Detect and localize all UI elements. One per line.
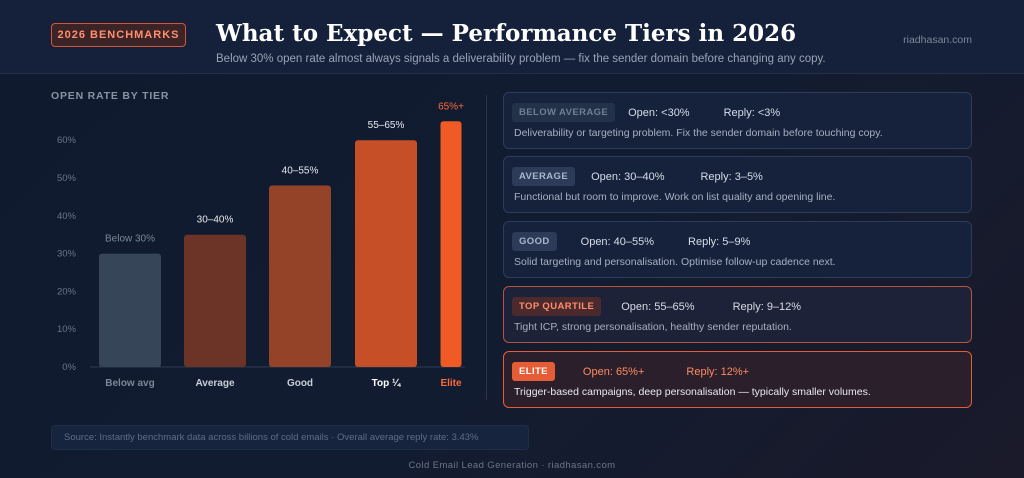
- bar-top-: [355, 140, 417, 367]
- tier-description: Functional but room to improve. Work on …: [514, 191, 836, 203]
- tier-description: Trigger-based campaigns, deep personalis…: [514, 386, 871, 398]
- y-tick-label: 10%: [57, 324, 77, 335]
- bar-data-label: 40–55%: [282, 166, 319, 177]
- y-tick-label: 0%: [62, 362, 76, 373]
- tier-card-top-quartile: TOP QUARTILE Open: 55–65% Reply: 9–12% T…: [503, 286, 972, 343]
- tier-card-average: AVERAGE Open: 30–40% Reply: 3–5% Functio…: [503, 156, 972, 213]
- x-category-label: Below avg: [105, 378, 154, 389]
- tier-chip: AVERAGE: [512, 167, 576, 186]
- y-tick-label: 60%: [57, 135, 77, 146]
- bar-data-label: 65%+: [438, 101, 464, 112]
- benchmarks-badge: 2026 BENCHMARKS: [51, 23, 186, 47]
- vertical-divider: [486, 95, 487, 400]
- tier-card-elite: ELITE Open: 65%+ Reply: 12%+ Trigger-bas…: [503, 351, 972, 408]
- tier-open-rate: Open: 55–65%: [621, 300, 695, 313]
- y-tick-label: 20%: [57, 286, 77, 297]
- site-label: riadhasan.com: [903, 34, 972, 46]
- bar-average: [184, 234, 246, 367]
- page-subtitle: Below 30% open rate almost always signal…: [216, 53, 826, 65]
- tier-open-rate: Open: 40–55%: [580, 235, 655, 248]
- tier-chip: ELITE: [512, 362, 555, 381]
- tier-reply-rate: Reply: 12%+: [686, 365, 750, 378]
- page-title: What to Expect — Performance Tiers in 20…: [216, 20, 797, 47]
- tier-chip: TOP QUARTILE: [512, 297, 602, 316]
- header-bar: 2026 BENCHMARKS What to Expect — Perform…: [0, 0, 1024, 74]
- bar-data-label: 55–65%: [368, 120, 405, 131]
- tier-description: Tight ICP, strong personalisation, healt…: [514, 321, 792, 333]
- open-rate-bar-chart: 0% 10% 20% 30% 40% 50% 60% Below 30% Below avg 30…: [57, 101, 465, 389]
- bar-data-label: 30–40%: [197, 215, 234, 226]
- bar-data-label: Below 30%: [105, 234, 155, 245]
- footer: Cold Email Lead Generation · riadhasan.c…: [408, 460, 616, 471]
- y-tick-label: 50%: [57, 173, 77, 184]
- tier-reply-rate: Reply: <3%: [723, 106, 781, 119]
- tier-reply-rate: Reply: 9–12%: [732, 300, 802, 313]
- y-tick-label: 40%: [57, 211, 77, 222]
- bar-good: [269, 185, 331, 367]
- tier-open-rate: Open: <30%: [628, 106, 690, 119]
- bar-elite: [440, 121, 462, 367]
- tier-chip: GOOD: [512, 232, 557, 251]
- bar-below-avg: [99, 253, 161, 367]
- tier-description: Solid targeting and personalisation. Opt…: [514, 256, 836, 268]
- tier-reply-rate: Reply: 3–5%: [700, 170, 763, 183]
- x-category-label: Average: [195, 378, 235, 389]
- y-tick-label: 30%: [57, 249, 77, 260]
- x-category-label: Good: [287, 378, 313, 389]
- tier-chip: BELOW AVERAGE: [512, 103, 616, 122]
- chart-title: OPEN RATE BY TIER: [51, 90, 170, 102]
- x-category-label: Top ¼: [372, 378, 401, 389]
- tier-card-below-average: BELOW AVERAGE Open: <30% Reply: <3% Deli…: [503, 92, 972, 149]
- tier-reply-rate: Reply: 5–9%: [688, 235, 751, 248]
- x-category-label: Elite: [440, 378, 462, 389]
- tier-open-rate: Open: 65%+: [582, 365, 645, 378]
- tier-card-good: GOOD Open: 40–55% Reply: 5–9% Solid targ…: [503, 221, 972, 278]
- tier-description: Deliverability or targeting problem. Fix…: [514, 127, 883, 139]
- source-note: Source: Instantly benchmark data across …: [51, 425, 529, 450]
- tier-open-rate: Open: 30–40%: [591, 170, 665, 183]
